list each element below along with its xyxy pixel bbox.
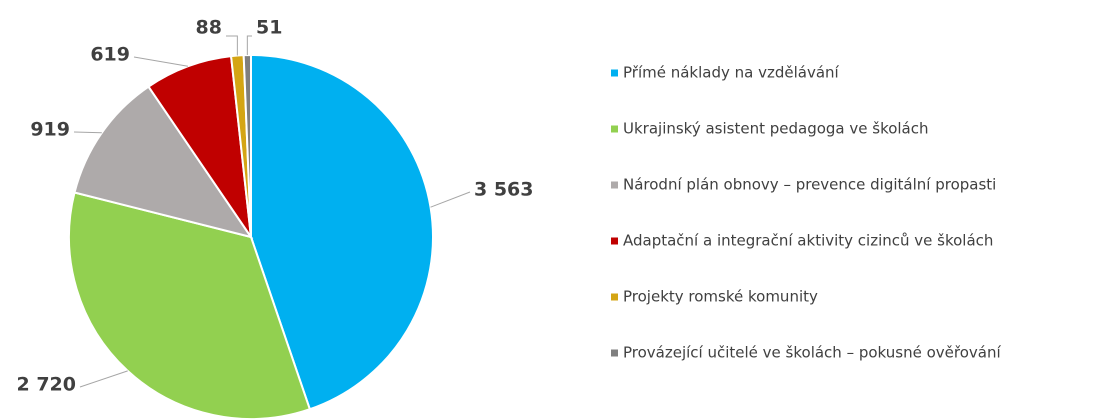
leader-line (246, 35, 252, 56)
data-label: 2 720 (17, 374, 77, 396)
legend-marker (611, 125, 618, 133)
leader-line (133, 56, 188, 67)
leader-line (430, 191, 471, 208)
legend-marker (611, 181, 618, 189)
legend-label: Přímé náklady na vzdělávání (623, 64, 840, 82)
leader-line (73, 131, 102, 134)
legend-label: Ukrajinský asistent pedagoga ve školách (623, 120, 929, 138)
leader-line (226, 35, 238, 56)
legend-marker (611, 69, 618, 77)
legend-marker (611, 349, 618, 357)
data-label: 3 563 (474, 179, 534, 201)
data-label: 51 (256, 17, 282, 39)
legend-marker (611, 237, 618, 245)
legend-marker (611, 293, 618, 301)
pie-slice (250, 53, 434, 411)
pie-slice (242, 53, 252, 238)
data-label: 919 (30, 119, 70, 141)
legend-label: Národní plán obnovy – prevence digitální… (623, 176, 996, 194)
data-label: 88 (196, 17, 222, 39)
data-label: 619 (90, 44, 130, 66)
legend-label: Provázející učitelé ve školách – pokusné… (623, 344, 1001, 362)
legend-label: Adaptační a integrační aktivity cizinců … (623, 232, 993, 250)
legend-label: Projekty romské komunity (623, 288, 818, 306)
leader-line (79, 370, 128, 388)
